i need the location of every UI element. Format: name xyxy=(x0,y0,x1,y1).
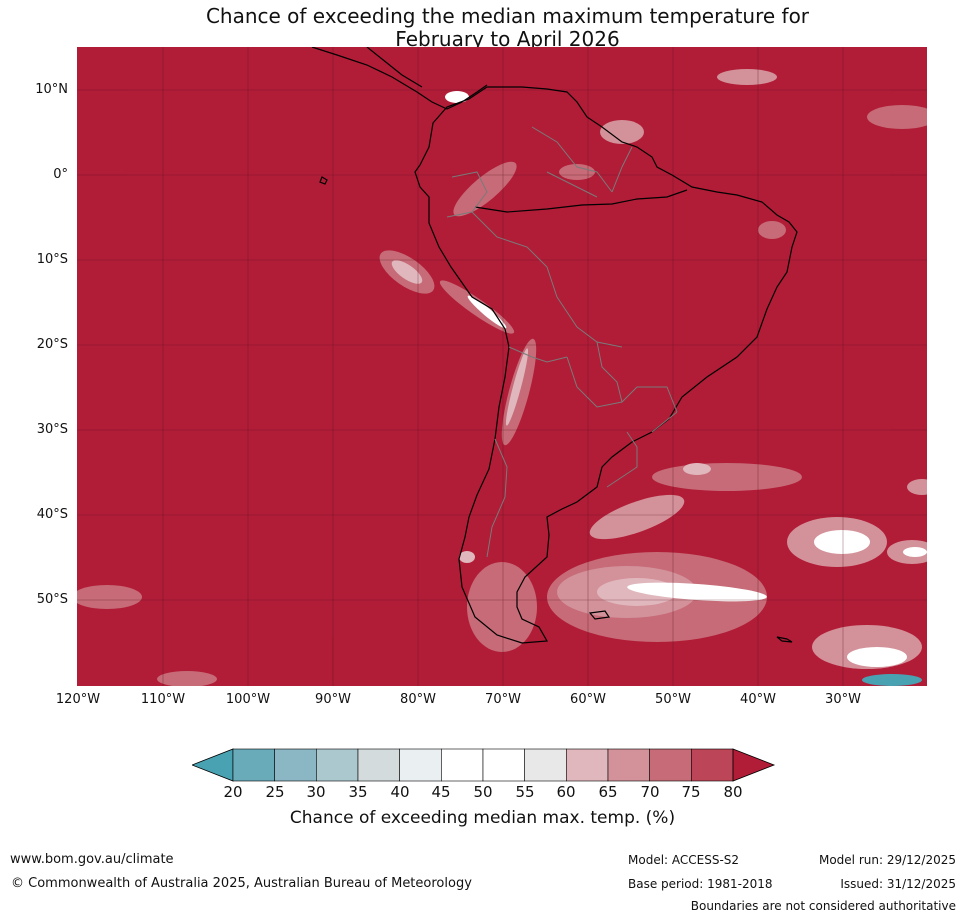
map-title-line-2: February to April 2026 xyxy=(395,27,620,51)
longitude-label: 30°W xyxy=(825,692,861,707)
latitude-label: 20°S xyxy=(36,337,68,352)
colorbar-tick: 30 xyxy=(306,783,326,801)
longitude-label: 100°W xyxy=(225,692,271,707)
probability-patches xyxy=(77,69,927,686)
longitude-label: 70°W xyxy=(485,692,521,707)
colorbar-tick: 50 xyxy=(473,783,493,801)
issued-info: Issued: 31/12/2025 xyxy=(840,877,956,891)
colorbar-tick: 35 xyxy=(348,783,368,801)
colorbar-box xyxy=(441,748,484,782)
latitude-label: 0° xyxy=(53,167,68,182)
islands xyxy=(319,176,793,643)
colorbar-tick: 60 xyxy=(556,783,576,801)
amazon-river xyxy=(474,189,688,213)
model-run-info: Model run: 29/12/2025 xyxy=(818,853,956,867)
colorbar-box xyxy=(482,748,525,782)
colorbar-tick: 55 xyxy=(515,783,535,801)
model-info: Model: ACCESS-S2 xyxy=(628,853,740,867)
latitude-label: 10°N xyxy=(35,82,68,97)
longitude-label: 110°W xyxy=(140,692,186,707)
copyright-text: © Commonwealth of Australia 2025, Austra… xyxy=(11,876,472,891)
colorbar-tick: 40 xyxy=(390,783,410,801)
latitude-label: 10°S xyxy=(36,252,68,267)
graticule xyxy=(77,47,927,686)
colorbar-box xyxy=(274,748,317,782)
colorbar-legend xyxy=(192,748,776,782)
colorbar-box xyxy=(357,748,400,782)
colorbar-tick: 70 xyxy=(640,783,660,801)
colorbar-tick: 20 xyxy=(223,783,243,801)
map-title-line-1: Chance of exceeding the median maximum t… xyxy=(205,4,810,28)
colorbar-box xyxy=(649,748,692,782)
central-america-coastline xyxy=(311,47,488,110)
colorbar-tick: 25 xyxy=(265,783,285,801)
longitude-label: 60°W xyxy=(570,692,606,707)
colorbar-box xyxy=(524,748,567,782)
base-period-info: Base period: 1981-2018 xyxy=(628,877,773,891)
longitude-label: 80°W xyxy=(400,692,436,707)
colorbar-label: Chance of exceeding median max. temp. (%… xyxy=(289,808,676,828)
colorbar-box xyxy=(316,748,359,782)
colorbar-tick: 65 xyxy=(598,783,618,801)
latitude-label: 40°S xyxy=(36,507,68,522)
south-america-coastline xyxy=(414,86,798,644)
boundaries-disclaimer: Boundaries are not considered authoritat… xyxy=(690,899,956,913)
longitude-label: 90°W xyxy=(315,692,351,707)
colorbar-high-extend xyxy=(732,748,776,782)
colorbar-box xyxy=(607,748,650,782)
colorbar-box xyxy=(232,748,275,782)
colorbar-tick: 45 xyxy=(431,783,451,801)
colorbar-box xyxy=(399,748,442,782)
colorbar-tick: 80 xyxy=(723,783,743,801)
colorbar-tick: 75 xyxy=(681,783,701,801)
colorbar-low-extend xyxy=(192,748,234,782)
latitude-label: 50°S xyxy=(36,592,68,607)
longitude-label: 40°W xyxy=(740,692,776,707)
colorbar-box xyxy=(691,748,734,782)
colorbar-box xyxy=(566,748,609,782)
website-link[interactable]: www.bom.gov.au/climate xyxy=(10,852,174,867)
colorbar-boxes xyxy=(232,748,734,782)
longitude-label: 50°W xyxy=(655,692,691,707)
country-borders xyxy=(446,126,678,558)
longitude-label: 120°W xyxy=(55,692,101,707)
forecast-map xyxy=(77,47,927,686)
latitude-label: 30°S xyxy=(36,422,68,437)
